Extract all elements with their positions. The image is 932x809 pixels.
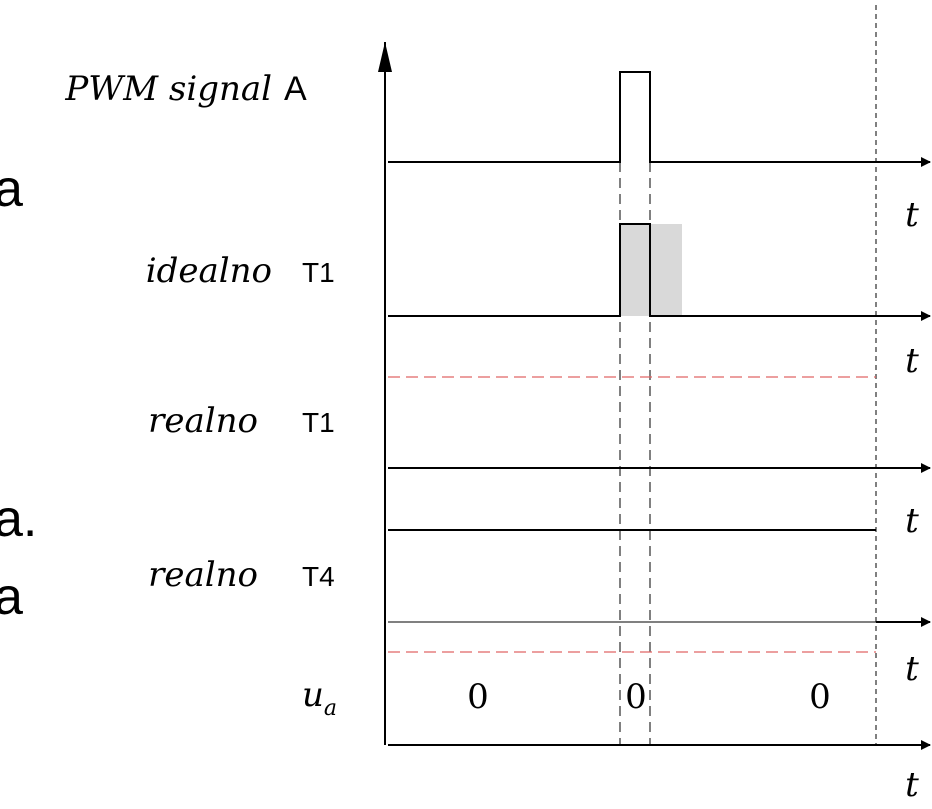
row-label-pwm-signal: PWM signal [64,69,272,109]
pwm-signal-waveform [388,71,876,163]
time-label-4: t [905,649,919,689]
time-label-5: t [905,765,919,805]
row-label-realno-t1: realno [148,401,258,441]
row-tag-t4-real: T4 [302,561,335,592]
row-tag-t1-ideal: T1 [302,257,335,288]
time-label-2: t [905,341,919,381]
row-label-idealno: idealno [146,251,272,291]
slide-fragment-3: a [0,568,23,626]
output-label-ua: ua [302,675,337,721]
output-value-middle: 0 [625,677,647,717]
row-tag-a: A [284,70,307,108]
output-value-left: 0 [467,677,489,717]
time-label-1: t [905,195,919,235]
vertical-axis-arrowhead [378,42,392,72]
row-label-realno-t4: realno [148,555,258,595]
time-label-3: t [905,501,919,541]
slide-fragment-2: a. [0,490,37,548]
output-value-right: 0 [809,677,831,717]
slide-fragment-1: a [0,160,23,218]
ideal-t1-waveform [388,223,876,317]
row-tag-t1-real: T1 [302,407,335,438]
